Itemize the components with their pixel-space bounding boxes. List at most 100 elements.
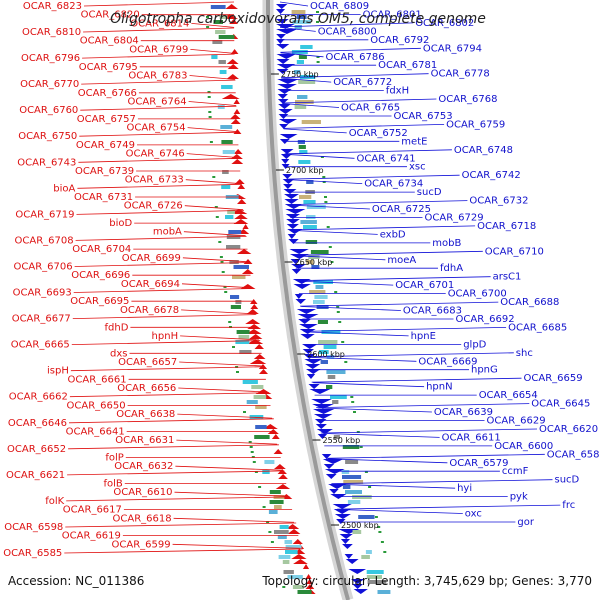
reverse-gene-label: OCAR_6652 — [7, 444, 66, 455]
feature-tile — [294, 25, 302, 29]
reverse-gene-label: OCAR_6693 — [13, 288, 72, 299]
label-leader — [288, 200, 468, 205]
feature-tile — [295, 100, 314, 104]
label-leader — [185, 179, 241, 185]
feature-tile — [321, 330, 341, 334]
feature-tile — [285, 550, 298, 554]
rna-marker — [206, 16, 209, 18]
reverse-gene-label: OCAR_6641 — [66, 426, 125, 437]
reverse-gene-arrow — [230, 154, 243, 159]
reverse-gene-arrow — [275, 484, 291, 489]
forward-gene-label: exbD — [380, 229, 406, 240]
rna-marker — [324, 196, 327, 198]
rna-marker — [252, 461, 256, 463]
forward-gene-arrow — [311, 399, 332, 404]
reverse-gene-arrow — [221, 94, 240, 99]
rna-marker — [378, 531, 382, 533]
gene-label-layer: OCAR_6823OCAR_6820OCAR_6814OCAR_6810OCAR… — [3, 1, 600, 559]
forward-gene-arrow — [290, 259, 301, 264]
feature-tile — [298, 80, 316, 84]
reverse-gene-label: OCAR_6739 — [75, 166, 134, 177]
rna-marker — [368, 486, 372, 488]
label-leader — [297, 280, 394, 286]
rna-marker — [266, 521, 270, 523]
rna-marker — [350, 396, 354, 398]
feature-tile — [292, 585, 304, 589]
rna-marker — [228, 321, 232, 323]
feature-tile — [274, 530, 289, 534]
feature-tile — [225, 215, 234, 219]
feature-tile — [345, 460, 359, 464]
feature-tile — [255, 425, 267, 429]
reverse-gene-label: OCAR_6760 — [19, 105, 78, 116]
rna-marker — [254, 471, 258, 473]
feature-tile — [254, 435, 270, 439]
forward-gene-label: OCAR_6809 — [310, 1, 369, 12]
kbp-scale-label: 2700 kbp — [286, 166, 324, 175]
reverse-gene-arrow — [249, 359, 267, 364]
label-leader — [64, 548, 303, 554]
reverse-gene-label: OCAR_6783 — [128, 71, 187, 82]
reverse-gene-arrow — [226, 59, 239, 64]
forward-gene-arrow — [276, 34, 286, 39]
reverse-gene-arrow — [229, 19, 238, 24]
forward-gene-label: arsC1 — [493, 272, 522, 283]
reverse-gene-arrow — [293, 559, 308, 564]
rna-marker — [236, 371, 239, 373]
label-leader — [279, 1, 309, 7]
feature-tile — [235, 300, 242, 304]
kbp-scale-label: 2550 kbp — [323, 436, 361, 445]
label-leader — [184, 205, 244, 211]
reverse-gene-arrow — [306, 579, 313, 584]
reverse-gene-label: OCAR_6677 — [12, 314, 71, 325]
feature-tile — [282, 560, 290, 564]
feature-tile — [293, 70, 301, 74]
feature-tile — [306, 180, 314, 184]
feature-tile — [300, 220, 317, 224]
reverse-gene-label: OCAR_6750 — [18, 131, 77, 142]
forward-gene-label: OCAR_6654 — [479, 390, 538, 401]
forward-gene-label: OCAR_6639 — [434, 407, 493, 418]
reverse-gene-arrow — [230, 119, 241, 124]
forward-gene-label: ccmF — [502, 466, 529, 477]
feature-tile — [366, 575, 382, 579]
reverse-gene-label: OCAR_6662 — [9, 392, 68, 403]
label-leader — [311, 377, 522, 383]
label-leader — [307, 352, 514, 358]
reverse-gene-arrow — [241, 269, 254, 274]
reverse-gene-arrow — [278, 474, 288, 479]
forward-gene-label: xsc — [409, 162, 426, 173]
forward-gene-arrow — [286, 224, 299, 229]
forward-gene-arrow — [317, 434, 328, 439]
label-leader — [337, 504, 561, 510]
feature-tile — [297, 140, 305, 144]
feature-tile — [219, 15, 228, 19]
forward-gene-label: OCAR_6772 — [333, 77, 392, 88]
label-leader — [67, 470, 285, 476]
reverse-gene-arrow — [225, 4, 238, 9]
forward-gene-arrow — [336, 519, 346, 524]
reverse-gene-label: OCAR_6665 — [11, 340, 70, 351]
reverse-gene-arrow — [231, 159, 244, 164]
forward-gene-label: OCAR_6659 — [524, 373, 583, 384]
label-leader — [285, 153, 355, 159]
rna-marker — [374, 516, 378, 518]
feature-tile — [342, 475, 362, 479]
forward-gene-arrow — [306, 374, 316, 379]
reverse-gene-label: OCAR_6599 — [112, 539, 171, 550]
reverse-gene-arrow — [233, 149, 243, 154]
rna-marker — [270, 541, 274, 543]
feature-tile — [210, 5, 226, 9]
forward-gene-arrow — [278, 104, 291, 109]
label-leader — [71, 340, 261, 345]
feature-tile — [221, 140, 233, 144]
reverse-gene-label: OCAR_6743 — [17, 157, 76, 168]
rna-marker — [262, 506, 266, 508]
reverse-gene-arrow — [246, 329, 262, 334]
label-leader — [287, 179, 363, 184]
forward-gene-label: OCAR_6800 — [318, 26, 377, 37]
label-leader — [325, 453, 545, 459]
forward-gene-label: OCAR_6718 — [477, 221, 536, 232]
forward-gene-label: OCAR_6786 — [326, 52, 385, 63]
label-leader — [333, 483, 456, 489]
